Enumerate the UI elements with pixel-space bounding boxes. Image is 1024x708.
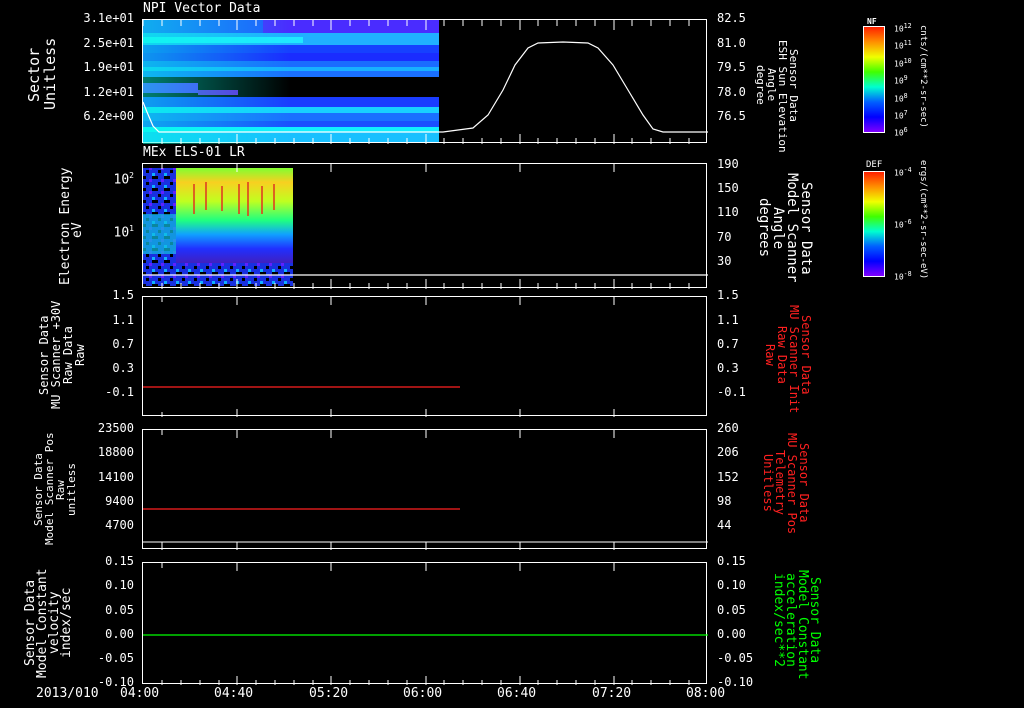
p1-ytick: 3.1e+01 (83, 11, 134, 25)
p3-ylabel: Sensor Data MU Scanner +30V Raw Data Raw (37, 300, 87, 410)
p4-ytick: 18800 (97, 445, 134, 459)
p2-rlabel: Sensor Data Model Scanner Angle degrees (756, 173, 814, 283)
p3-rtick: 1.1 (717, 313, 739, 327)
p3-rlabel: Sensor Data MU Scanner Init Raw Data Raw (763, 305, 813, 414)
npi-spectrogram (142, 20, 708, 144)
p4-ylabel: Sensor Data Model Scanner Pos Raw unitless (32, 432, 78, 545)
x-date-label: 2013/010 (36, 686, 99, 701)
p3-ytick: 0.7 (112, 337, 134, 351)
els-spectrogram (143, 164, 708, 289)
p5-ytick: -0.05 (97, 651, 134, 665)
p5-rlabel: Sensor Data Model Constant acceleration ind… (771, 570, 822, 680)
p5-rtick: 0.05 (717, 603, 746, 617)
nf-tick: 107 (894, 109, 908, 121)
nf-tick: 1012 (894, 22, 912, 34)
x-tick: 08:00 (686, 686, 726, 701)
x-tick: 05:20 (309, 686, 349, 701)
def-tick: 10-8 (894, 270, 912, 282)
p4-ytick: 23500 (97, 421, 134, 435)
def-colorbar (863, 171, 885, 277)
nf-colorbar (863, 26, 885, 133)
def-unit: ergs/(cm**2-sr-sec-eV) (918, 160, 928, 280)
p4-rtick: 206 (717, 445, 739, 459)
p2-rtick: 150 (717, 181, 739, 195)
def-colorbar-label: DEF (866, 160, 883, 170)
nf-unit: cnts/(cm**2-sr-sec) (918, 25, 928, 128)
p4-rtick: 44 (717, 518, 732, 532)
p2-ytick: 101 (113, 224, 134, 241)
p3-ytick: 1.1 (112, 313, 134, 327)
model-scanner-pos-panel (142, 429, 708, 550)
p2-ylabel: Electron Energy eV (58, 167, 85, 285)
p3-ytick: 1.5 (112, 288, 134, 302)
p5-rtick: 0.15 (717, 554, 746, 568)
p1-rtick: 78.0 (717, 85, 746, 99)
p1-ytick: 1.2e+01 (83, 85, 134, 99)
p1-ytick: 1.9e+01 (83, 60, 134, 74)
p5-ytick: 0.15 (105, 554, 134, 568)
els-panel (142, 163, 708, 289)
p1-ytick: 2.5e+01 (83, 36, 134, 50)
p1-rtick: 76.5 (717, 109, 746, 123)
def-tick: 10-4 (894, 166, 912, 178)
nf-tick: 109 (894, 74, 908, 86)
panel1-title: NPI Vector Data (143, 1, 261, 16)
p3-rtick: 1.5 (717, 288, 739, 302)
p5-rtick: 0.00 (717, 627, 746, 641)
nf-colorbar-label: NF (867, 17, 877, 26)
p3-rtick: -0.1 (717, 385, 746, 399)
p1-ylabel: Sector Unitless (25, 37, 59, 110)
p5-ylabel: Sensor Data Model Constant velocity index/s… (23, 568, 74, 678)
nf-tick: 1011 (894, 39, 912, 51)
p3-ytick: 0.3 (112, 361, 134, 375)
p2-ytick: 102 (113, 171, 134, 188)
x-tick: 04:40 (214, 686, 254, 701)
p4-rtick: 152 (717, 470, 739, 484)
p4-ytick: 14100 (97, 470, 134, 484)
p4-ytick: 9400 (105, 494, 134, 508)
p4-rlabel: Sensor Data MU Scanner Pos Telemetry Unitle… (761, 433, 811, 535)
nf-tick: 1010 (894, 57, 912, 69)
p3-rtick: 0.7 (717, 337, 739, 351)
p2-rtick: 190 (717, 157, 739, 171)
p3-rtick: 0.3 (717, 361, 739, 375)
x-tick: 06:00 (403, 686, 443, 701)
p2-rtick: 70 (717, 230, 732, 244)
panel2-title: MEx ELS-01 LR (143, 145, 245, 160)
x-tick: 04:00 (120, 686, 160, 701)
sun-elevation-line (142, 41, 708, 133)
p1-rtick: 79.5 (717, 60, 746, 74)
p1-rlabel: Sensor Data ESH Sun Elevation Angle degree (754, 40, 800, 153)
x-tick: 07:20 (592, 686, 632, 701)
p2-rtick: 110 (717, 205, 739, 219)
p1-rtick: 82.5 (717, 11, 746, 25)
p4-rtick: 98 (717, 494, 732, 508)
p5-ytick: 0.10 (105, 578, 134, 592)
p3-ytick: -0.1 (105, 385, 134, 399)
p5-rtick: -0.10 (717, 675, 754, 689)
p1-ytick: 6.2e+00 (83, 109, 134, 123)
p5-ytick: -0.10 (97, 675, 134, 689)
p4-ytick: 4700 (105, 518, 134, 532)
p1-rtick: 81.0 (717, 36, 746, 50)
p2-rtick: 30 (717, 254, 732, 268)
nf-tick: 108 (894, 92, 908, 104)
p5-ytick: 0.00 (105, 627, 134, 641)
nf-tick: 106 (894, 126, 908, 138)
p5-rtick: 0.10 (717, 578, 746, 592)
p5-rtick: -0.05 (717, 651, 754, 665)
model-constant-panel (142, 562, 708, 685)
npi-vector-panel (142, 19, 708, 144)
p5-ytick: 0.05 (105, 603, 134, 617)
x-tick: 06:40 (497, 686, 537, 701)
mu-scanner-30v-panel (142, 296, 707, 417)
def-tick: 10-6 (894, 218, 912, 230)
p4-rtick: 260 (717, 421, 739, 435)
